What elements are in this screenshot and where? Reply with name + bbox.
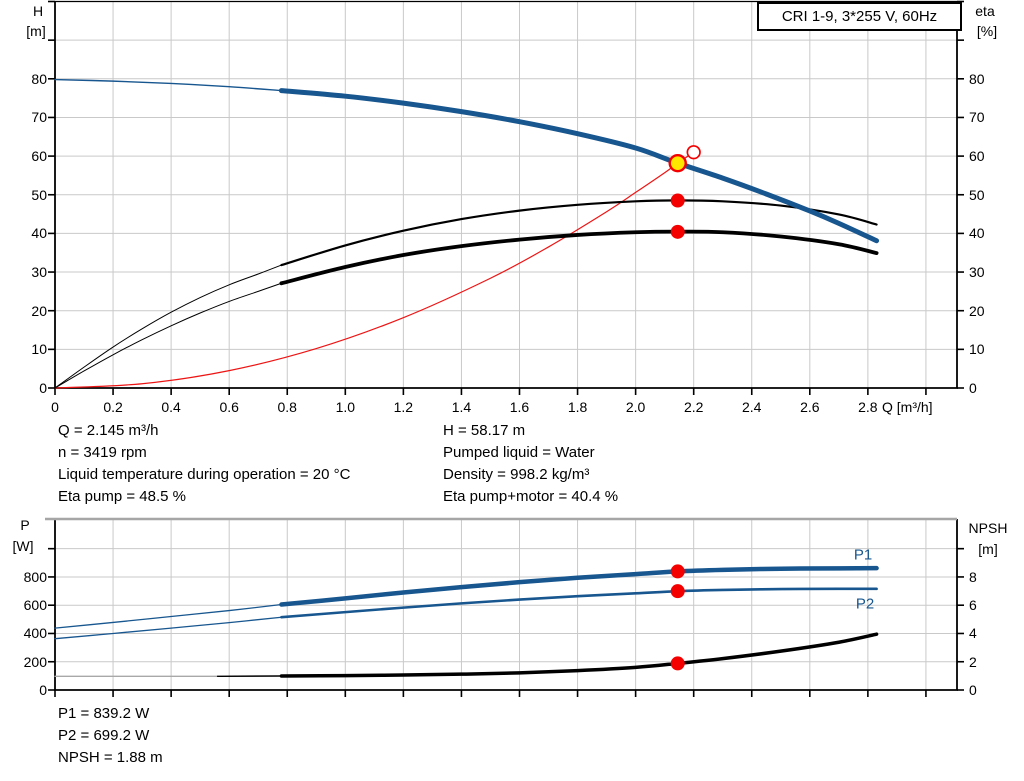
top-chart-x-tick-label: 0.6 (219, 399, 239, 415)
result-head: H = 58.17 m (443, 422, 526, 439)
eta-pump-curve-low-flow (54, 264, 282, 389)
top-chart-x-tick-label: 0.8 (277, 399, 297, 415)
top-chart-left-tick-label: 0 (39, 380, 47, 396)
bottom-chart-left-tick-label: 0 (39, 682, 47, 698)
top-chart-left-tick-label: 80 (31, 70, 47, 87)
head-curve-low-flow (54, 78, 283, 92)
top-chart-right-tick-label: 20 (969, 302, 985, 319)
top-chart-x-tick-label: 0.4 (161, 399, 181, 415)
eta-pump-operating-point (670, 193, 685, 208)
top-chart-x-tick-label: 1.6 (509, 399, 530, 415)
bottom-left-axis-unit-p: P (20, 517, 30, 533)
eta-pump-motor-curve-low-flow (54, 282, 282, 389)
result-npsh: NPSH = 1.88 m (58, 749, 163, 766)
result-p1: P1 = 839.2 W (58, 705, 150, 722)
top-chart-x-tick-label: 2.2 (683, 399, 704, 415)
top-chart-right-tick-label: 50 (969, 186, 985, 203)
bottom-chart-right-tick-label: 4 (969, 625, 977, 642)
bottom-chart-right-tick-label: 2 (969, 653, 977, 670)
eta-pump-curve (280, 199, 878, 267)
bottom-chart-right-tick-label: 0 (969, 682, 977, 698)
p1-operating-point (670, 564, 685, 579)
top-chart-x-tick-label: 2.4 (742, 399, 762, 415)
top-chart-left-tick-label: 10 (31, 341, 47, 358)
top-chart-x-tick-label: 2.0 (625, 399, 646, 415)
top-chart-x-tick-label: 1.2 (393, 399, 414, 415)
p1-curve (279, 565, 879, 607)
head-curve (278, 88, 880, 244)
result-liquid-temperature: Liquid temperature during operation = 20… (58, 466, 351, 483)
bottom-chart-left-tick-label: 800 (23, 568, 47, 585)
bottom-right-axis-unit-npsh: NPSH (968, 520, 1008, 536)
top-left-axis-unit-m: [m] (26, 23, 46, 39)
result-eta-pump-motor: Eta pump+motor = 40.4 % (443, 488, 619, 505)
top-chart-right-tick-label: 70 (969, 109, 985, 126)
pump-title-box: CRI 1-9, 3*255 V, 60Hz (757, 2, 962, 31)
top-chart-x-tick-label: 1.4 (451, 399, 472, 415)
top-chart-left-tick-label: 60 (31, 148, 47, 165)
p2-curve (280, 587, 878, 619)
top-chart-x-tick-label: 2.8 (858, 399, 878, 415)
system-curve (54, 151, 695, 389)
p2-operating-point (670, 584, 685, 599)
top-chart-right-tick-label: 80 (969, 70, 985, 87)
p1-curve-label: P1 (853, 546, 873, 564)
top-chart-left-tick-label: 70 (31, 109, 47, 126)
bottom-chart-left-tick-label: 200 (23, 653, 47, 670)
npsh-operating-point (670, 656, 685, 671)
top-x-axis-unit-q: Q [m³/h] (882, 399, 933, 415)
result-eta-pump: Eta pump = 48.5 % (58, 488, 186, 505)
bottom-chart-right-tick-label: 6 (969, 597, 977, 614)
top-chart-x-tick-label: 1.0 (335, 399, 356, 415)
p2-curve-label: P2 (855, 595, 875, 613)
bottom-right-axis-unit-m: [m] (978, 541, 998, 557)
eta-pump-motor-operating-point (670, 224, 685, 239)
result-flow: Q = 2.145 m³/h (58, 422, 159, 439)
top-right-axis-unit-eta: eta (975, 3, 995, 19)
result-p2: P2 = 699.2 W (58, 727, 150, 744)
result-density: Density = 998.2 kg/m³ (443, 466, 590, 483)
result-pumped-liquid: Pumped liquid = Water (443, 444, 595, 461)
top-chart-left-tick-label: 30 (31, 264, 47, 281)
top-chart-x-tick-label: 1.8 (567, 399, 588, 415)
top-left-axis-unit-h: H (32, 3, 44, 19)
top-chart-right-tick-label: 0 (969, 380, 977, 396)
top-chart-x-tick-label: 0.2 (103, 399, 123, 415)
requested-duty-point (686, 145, 701, 160)
top-chart-left-tick-label: 40 (31, 225, 47, 242)
top-chart-left-tick-label: 20 (31, 302, 47, 319)
p2-curve-low-flow (54, 616, 283, 640)
top-chart-right-tick-label: 40 (969, 225, 985, 242)
bottom-left-axis-unit-w: [W] (12, 538, 34, 554)
bottom-chart-left-tick-label: 400 (23, 625, 47, 642)
top-chart-right-tick-label: 30 (969, 264, 985, 281)
npsh-curve (279, 632, 879, 678)
result-speed: n = 3419 rpm (58, 444, 147, 461)
top-chart-right-tick-label: 60 (969, 148, 985, 165)
top-chart-x-tick-label: 0 (51, 399, 59, 415)
top-right-axis-unit-pct: [%] (976, 23, 998, 39)
eta-pump-motor-curve (279, 229, 879, 286)
p1-curve-low-flow (54, 603, 283, 629)
duty-point (668, 153, 687, 173)
bottom-chart-left-tick-label: 600 (23, 597, 47, 614)
top-chart-right-tick-label: 10 (969, 341, 985, 358)
top-chart-left-tick-label: 50 (31, 186, 47, 203)
bottom-chart-right-tick-label: 8 (969, 568, 977, 585)
top-chart-x-tick-label: 2.6 (800, 399, 820, 415)
